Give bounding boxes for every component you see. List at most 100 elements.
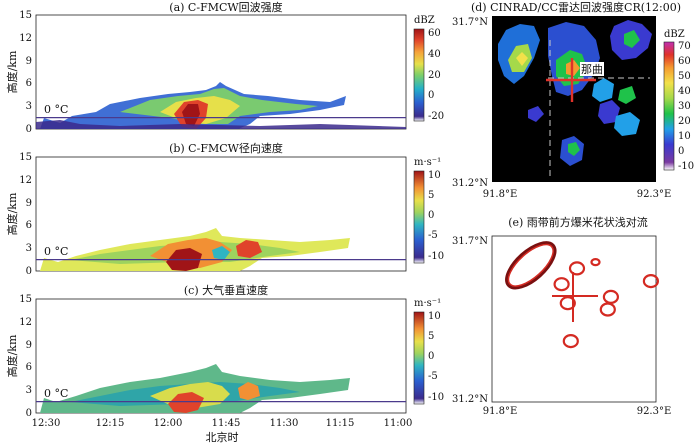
vertical-velocity-right-cell: [238, 382, 260, 400]
panel-e-cells: [505, 241, 660, 349]
x-tick: 11:45: [212, 418, 241, 429]
panel-b: (b) C-FMCW径向速度 0 °C 高度/km 15 12 9 6 3 0 …: [5, 141, 444, 277]
panel-e: (e) 雨带前方爆米花状浅对流 31.7°N 31.2°N 91.8°E 92.…: [452, 215, 671, 417]
colorbar-tick: -10: [428, 392, 444, 403]
panel-b-ylabel: 高度/km: [5, 192, 19, 235]
y-tick: 3: [26, 101, 32, 112]
panel-c-colorbar: m·s⁻¹ 10 5 0 -5 -10: [413, 298, 444, 405]
panel-d-colorbar: dBZ 70 60 50 40 30 20 10 0 -10: [663, 29, 694, 172]
x-tick: 12:30: [32, 418, 61, 429]
echo-cell: [568, 142, 580, 156]
colorbar: [413, 28, 425, 122]
convective-cell: [559, 296, 576, 311]
y-tick: 6: [26, 78, 32, 89]
echo-cell: [618, 86, 636, 104]
convective-cell: [590, 258, 601, 267]
echo-cell: [614, 112, 640, 136]
colorbar-tick: 40: [678, 86, 691, 97]
panel-e-lon-right: 92.3°E: [637, 406, 672, 417]
panel-c-title: (c) 大气垂直速度: [184, 283, 268, 297]
panel-a-yticks: 15 12 9 6 3 0: [19, 10, 32, 135]
convective-cell: [642, 274, 660, 289]
echo-cell: [598, 100, 620, 124]
colorbar-tick: 70: [678, 41, 691, 52]
echo-cell: [592, 78, 614, 102]
vertical-velocity-core: [168, 392, 204, 413]
colorbar-tick: 10: [678, 131, 691, 142]
colorbar-tick: 5: [428, 190, 434, 201]
y-tick: 12: [19, 317, 32, 328]
colorbar-unit: m·s⁻¹: [414, 298, 441, 309]
panel-b-title: (b) C-FMCW径向速度: [169, 141, 283, 155]
colorbar: [663, 41, 675, 171]
panel-c-xticks: 12:30 12:15 12:00 11:45 11:30 11:15 11:0…: [32, 418, 413, 429]
panel-d-lat-top: 31.7°N: [452, 17, 488, 28]
panel-a-freezing-label: 0 °C: [44, 103, 68, 116]
colorbar-tick: 20: [678, 116, 691, 127]
y-tick: 3: [26, 385, 32, 396]
large-cell-outline: [505, 241, 557, 290]
x-tick: 11:30: [270, 418, 299, 429]
panel-a-ylabel: 高度/km: [5, 50, 19, 93]
colorbar-tick: 10: [428, 311, 441, 322]
echo-core-strong: [182, 104, 200, 126]
y-tick: 15: [19, 10, 32, 21]
panel-a: (a) C-FMCW回波强度 0 °C 高度/km 15 12 9 6 3 0 …: [5, 0, 444, 135]
panel-d-lon-right: 92.3°E: [637, 189, 672, 200]
y-tick: 6: [26, 220, 32, 231]
colorbar-tick: -10: [678, 161, 694, 172]
convective-cell: [568, 261, 586, 276]
colorbar-tick: 40: [428, 49, 441, 60]
colorbar-tick: 0: [678, 146, 684, 157]
panel-a-colorbar: dBZ 60 40 20 0 -20: [413, 15, 444, 122]
panel-e-title: (e) 雨带前方爆米花状浅对流: [508, 215, 648, 229]
panel-b-colorbar: m·s⁻¹ 10 5 0 -5 -10: [413, 157, 444, 264]
station-label-bg: [580, 62, 604, 76]
panel-c-freezing-label: 0 °C: [44, 387, 68, 400]
x-tick: 11:15: [326, 418, 355, 429]
y-tick: 9: [26, 340, 32, 351]
panel-d-title: (d) CINRAD/CC雷达回波强度CR(12:00): [471, 0, 681, 14]
colorbar-tick: 5: [428, 331, 434, 342]
x-tick: 12:00: [154, 418, 183, 429]
echo-cell: [624, 30, 640, 48]
panel-c: (c) 大气垂直速度 0 °C 高度/km 15 12 9 6 3 0 12:3…: [5, 283, 444, 444]
colorbar-tick: 0: [428, 351, 434, 362]
panel-c-ylabel: 高度/km: [5, 334, 19, 377]
y-tick: 12: [19, 175, 32, 186]
y-tick: 15: [19, 294, 32, 305]
velocity-blue-patch: [212, 246, 230, 260]
panel-e-lat-top: 31.7°N: [452, 236, 488, 247]
echo-cell: [528, 106, 544, 122]
colorbar-tick: -5: [428, 230, 438, 241]
colorbar-unit: dBZ: [414, 15, 435, 26]
colorbar: [413, 170, 425, 264]
y-tick: 3: [26, 243, 32, 254]
echo-cell: [516, 52, 528, 66]
colorbar-tick: 60: [678, 56, 691, 67]
panel-b-echo: [40, 228, 350, 271]
x-tick: 12:15: [96, 418, 125, 429]
y-tick: 6: [26, 362, 32, 373]
convective-cell: [602, 289, 620, 304]
x-tick: 11:00: [384, 418, 413, 429]
panel-b-freezing-label: 0 °C: [44, 245, 68, 258]
surface-echo: [36, 120, 406, 129]
panel-b-yticks: 15 12 9 6 3 0: [19, 152, 32, 277]
station-label: 那曲: [581, 63, 603, 76]
panel-e-lon-left: 91.8°E: [483, 406, 518, 417]
panel-d: (d) CINRAD/CC雷达回波强度CR(12:00) 31.7°N 31.2…: [452, 0, 694, 200]
colorbar-tick: -10: [428, 251, 444, 262]
y-tick: 15: [19, 152, 32, 163]
panel-a-title: (a) C-FMCW回波强度: [169, 0, 282, 14]
colorbar-tick: 50: [678, 71, 691, 82]
colorbar-unit: dBZ: [664, 29, 685, 40]
velocity-right-cell: [236, 240, 262, 258]
panel-e-lat-bottom: 31.2°N: [452, 394, 488, 405]
colorbar-tick: 30: [678, 101, 691, 112]
colorbar-tick: -5: [428, 371, 438, 382]
y-tick: 0: [26, 124, 32, 135]
panel-c-yticks: 15 12 9 6 3 0: [19, 294, 32, 419]
colorbar-tick: 60: [428, 28, 441, 39]
